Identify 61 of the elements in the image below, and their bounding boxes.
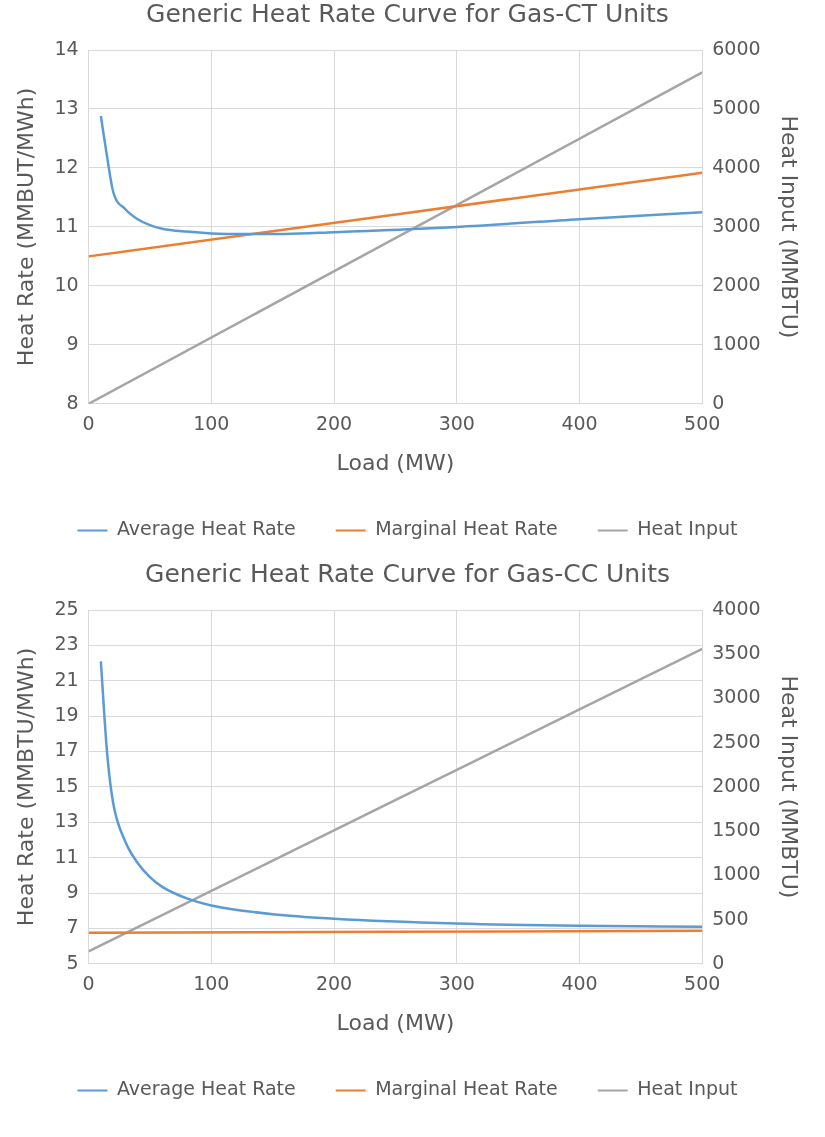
x-axis-title: Load (MW)	[336, 449, 455, 475]
legend-label: Marginal Heat Rate	[375, 517, 558, 540]
y-tick-label: 7	[66, 915, 79, 938]
y-tick-label: 19	[54, 703, 79, 726]
y2-tick-label: 1000	[712, 862, 761, 885]
y2-tick-label: 1000	[712, 331, 761, 354]
y-tick-label: 10	[54, 272, 79, 295]
legend-label: Average Heat Rate	[116, 1077, 296, 1100]
y-tick-label: 14	[54, 36, 79, 59]
y2-tick-label: 500	[712, 906, 749, 929]
legend-label: Average Heat Rate	[116, 517, 296, 540]
y2-tick-label: 3500	[712, 641, 761, 664]
y-tick-label: 15	[54, 773, 79, 796]
y2-tick-label: 2500	[712, 729, 761, 752]
x-tick-label: 0	[82, 972, 95, 995]
y-tick-label: 9	[66, 331, 79, 354]
y2-tick-label: 0	[712, 390, 725, 413]
x-tick-label: 400	[561, 412, 598, 435]
y-tick-label: 25	[54, 596, 79, 619]
y-tick-label: 8	[66, 390, 79, 413]
y-tick-label: 21	[54, 667, 79, 690]
y-tick-label: 23	[54, 632, 79, 655]
y2-tick-label: 2000	[712, 272, 761, 295]
y2-tick-label: 3000	[712, 213, 761, 236]
x-tick-label: 400	[561, 972, 598, 995]
y2-tick-label: 0	[712, 950, 725, 973]
y-tick-label: 5	[66, 950, 79, 973]
x-tick-label: 500	[684, 412, 721, 435]
x-tick-label: 300	[438, 412, 475, 435]
y-tick-label: 13	[54, 95, 79, 118]
y2-axis-title: Heat Input (MMBTU)	[777, 675, 803, 899]
legend-label: Heat Input	[637, 1077, 738, 1100]
legend-label: Heat Input	[637, 517, 738, 540]
y-tick-label: 9	[66, 879, 79, 902]
y2-tick-label: 3000	[712, 685, 761, 708]
x-tick-label: 200	[315, 972, 353, 995]
line-series	[99, 114, 703, 236]
y2-tick-label: 1500	[712, 818, 761, 841]
y2-tick-label: 4000	[712, 596, 761, 619]
y-axis-title: Heat Rate (MMBUT/MWh)	[12, 87, 38, 367]
y-tick-label: 17	[54, 738, 79, 761]
x-tick-label: 500	[684, 972, 721, 995]
y-tick-label: 12	[54, 154, 79, 177]
x-axis-title: Load (MW)	[336, 1009, 455, 1035]
y-tick-label: 11	[54, 844, 79, 867]
y2-axis-title: Heat Input (MMBTU)	[777, 115, 803, 339]
x-tick-label: 100	[193, 412, 230, 435]
x-tick-label: 100	[193, 972, 230, 995]
x-tick-label: 200	[315, 412, 353, 435]
y2-tick-label: 5000	[712, 95, 761, 118]
y2-tick-label: 2000	[712, 773, 761, 796]
y2-tick-label: 6000	[712, 36, 761, 59]
chart-title: Generic Heat Rate Curve for Gas-CT Units	[146, 0, 669, 28]
legend-label: Marginal Heat Rate	[375, 1077, 558, 1100]
y2-tick-label: 4000	[712, 154, 761, 177]
y-tick-label: 13	[54, 809, 79, 832]
x-tick-label: 300	[438, 972, 475, 995]
y-axis-title: Heat Rate (MMBTU/MWh)	[12, 647, 38, 927]
chart-title: Generic Heat Rate Curve for Gas-CC Units	[145, 558, 670, 588]
x-tick-label: 0	[82, 412, 95, 435]
y-tick-label: 11	[54, 213, 79, 236]
